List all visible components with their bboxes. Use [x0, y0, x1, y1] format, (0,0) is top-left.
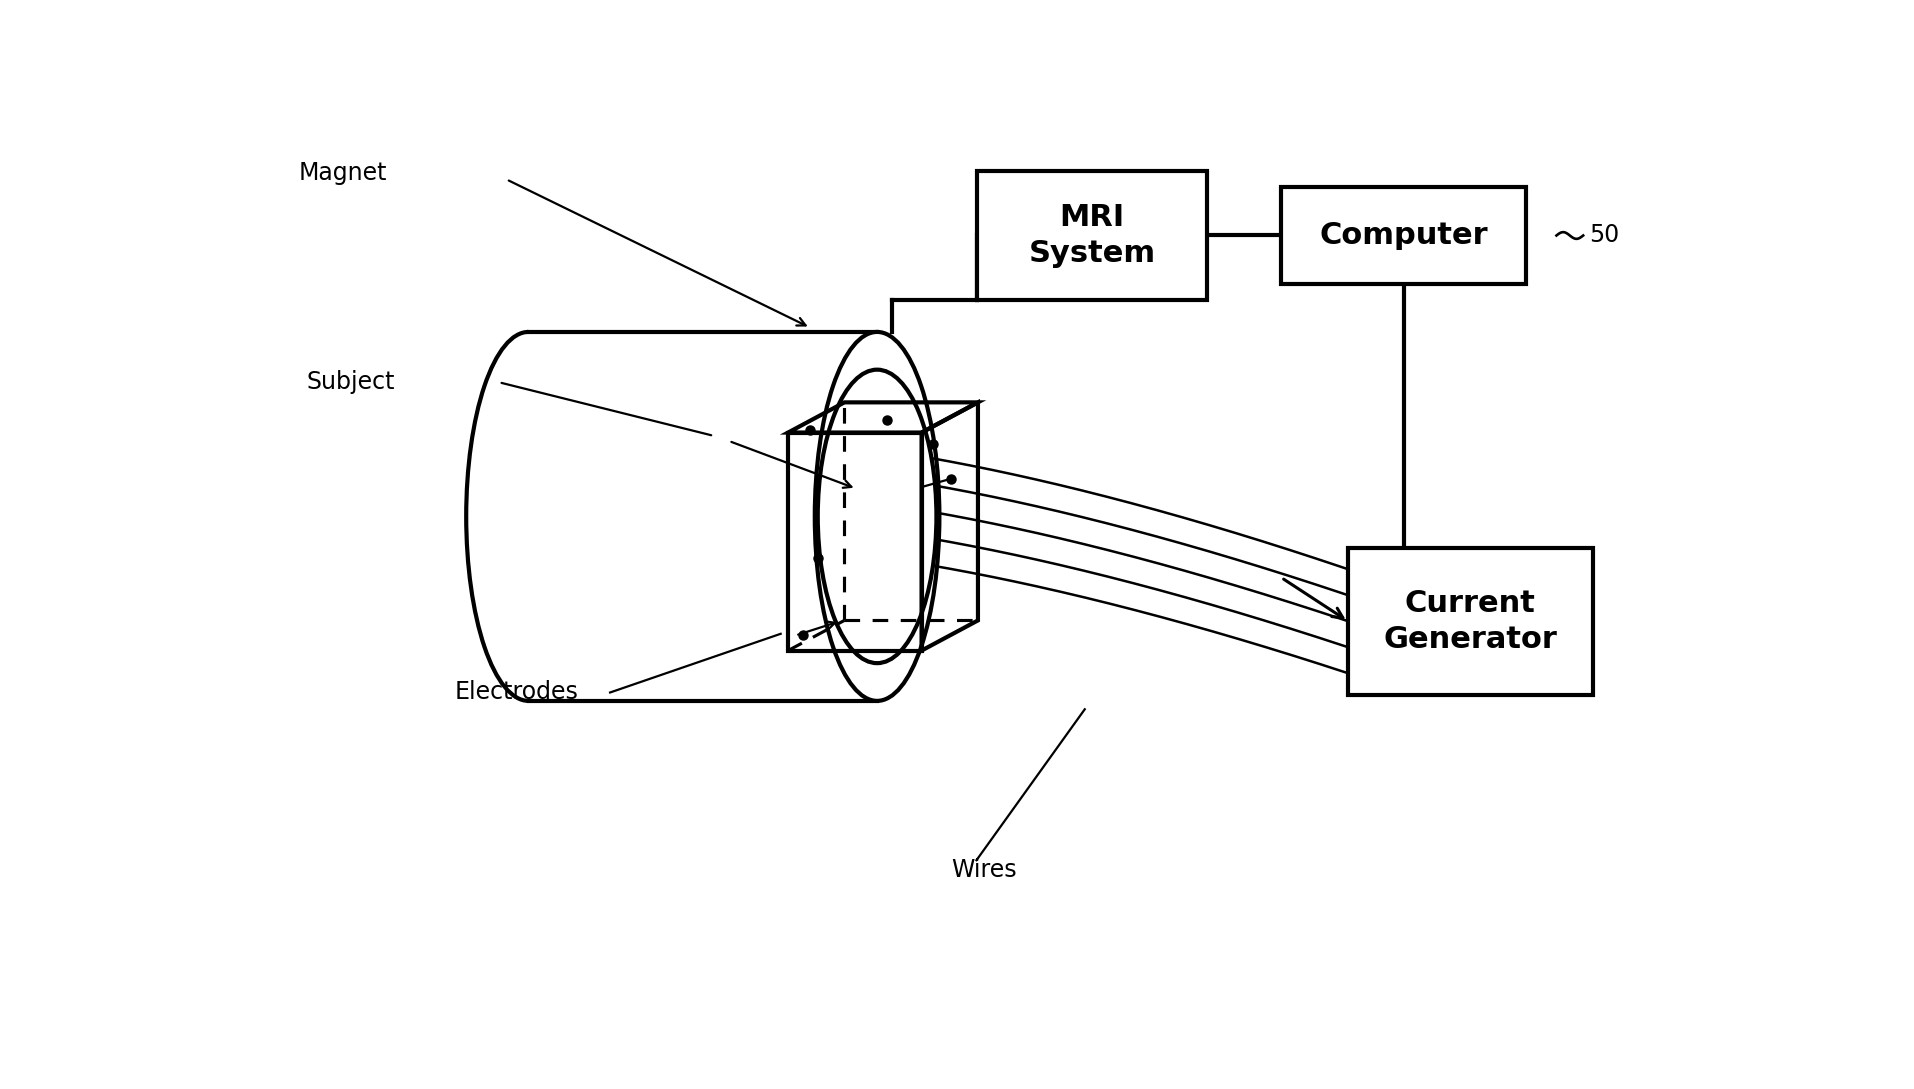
Text: Electrodes: Electrodes	[454, 681, 578, 705]
Bar	[1347, 548, 1592, 695]
Ellipse shape	[817, 369, 936, 663]
Text: Subject: Subject	[306, 370, 394, 394]
Text: Magnet: Magnet	[299, 160, 387, 185]
Bar	[978, 171, 1208, 301]
Ellipse shape	[815, 332, 940, 701]
Text: Computer: Computer	[1319, 221, 1487, 250]
Text: Wires: Wires	[951, 858, 1016, 882]
Bar	[1280, 187, 1525, 284]
Text: Current
Generator: Current Generator	[1384, 589, 1558, 653]
Text: MRI
System: MRI System	[1028, 203, 1156, 268]
Text: 50: 50	[1589, 223, 1619, 247]
